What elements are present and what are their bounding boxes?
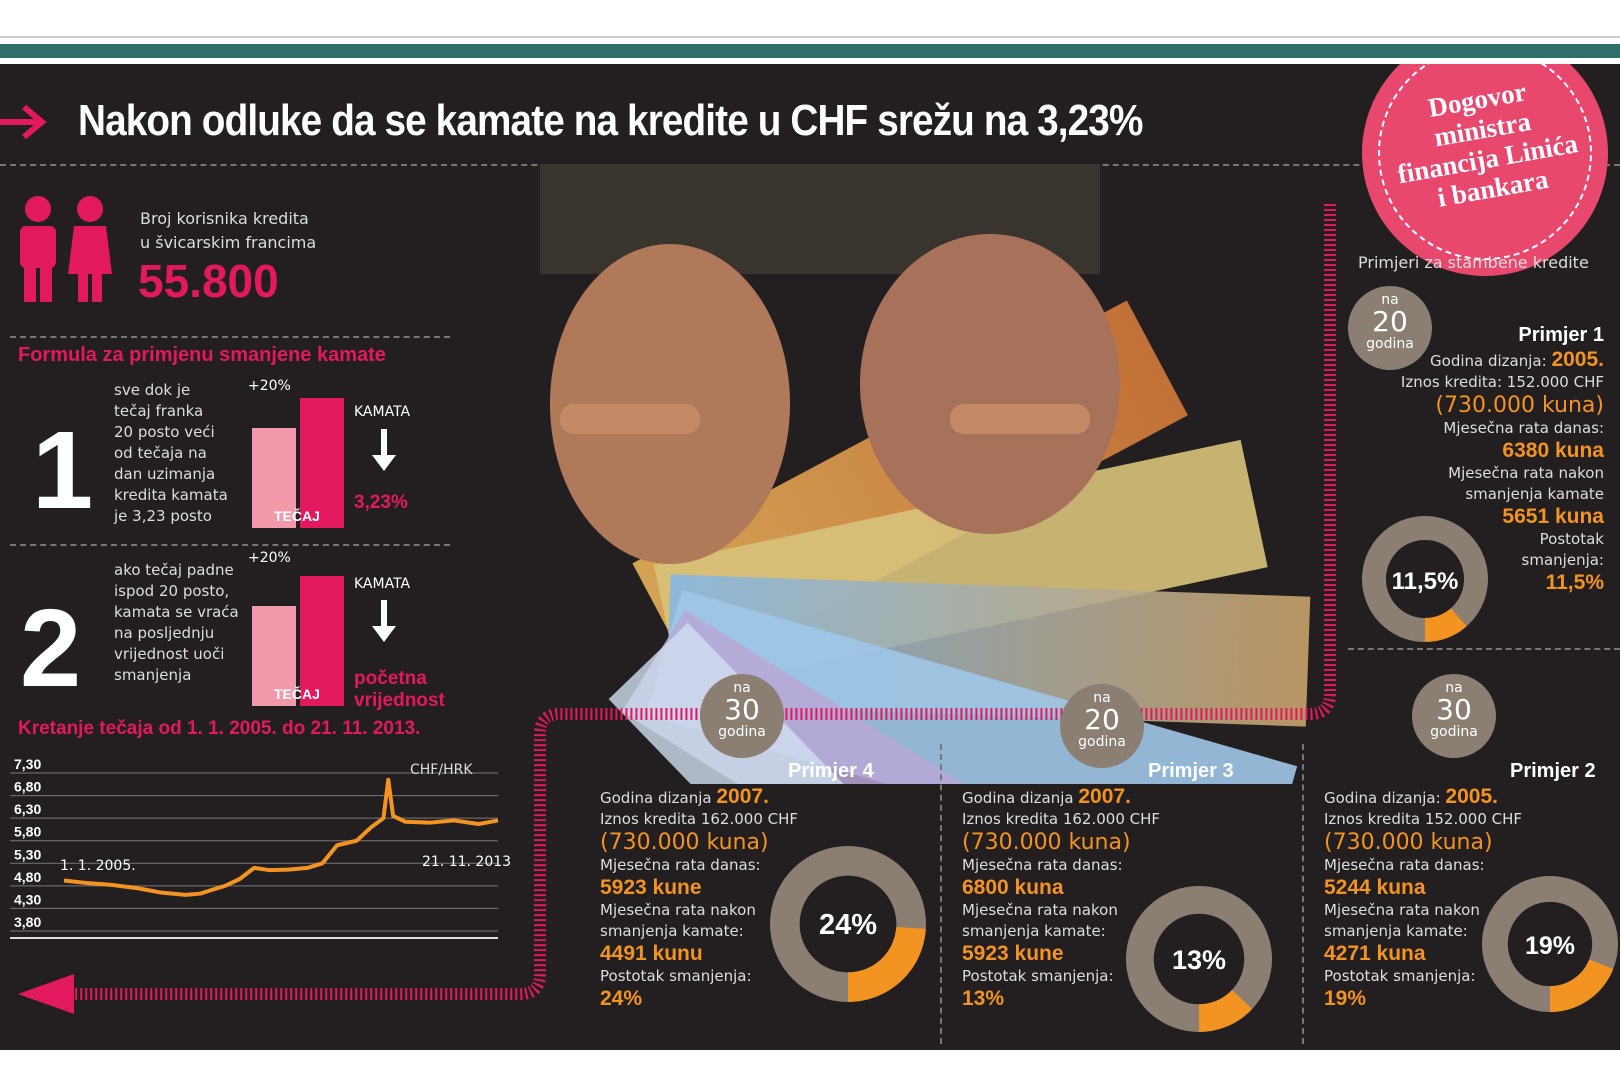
- years-badge-p4: na 30 godina: [700, 674, 784, 758]
- rule-1-result: 3,23%: [354, 492, 408, 513]
- donut-segment: [1199, 989, 1253, 1032]
- left-arrow-icon: [18, 974, 74, 1014]
- users-label-2: u švicarskim francima: [140, 233, 317, 252]
- rule-2-bar-base: [252, 606, 296, 706]
- column-divider: [940, 744, 942, 1044]
- donut-p1: 11,5%: [1362, 516, 1488, 642]
- y-tick-label: 6,30: [14, 801, 41, 817]
- divider: [10, 336, 450, 338]
- stamp: Dogovor ministra financija Linića i bank…: [1362, 64, 1608, 276]
- donut-p2: 19%: [1481, 875, 1619, 1013]
- divider: [10, 544, 450, 546]
- rule-number-2: 2: [20, 587, 82, 710]
- y-tick-label: 4,80: [14, 869, 41, 885]
- users-label-1: Broj korisnika kredita: [140, 209, 309, 228]
- down-arrow-icon: [372, 600, 396, 642]
- donut-label: 24%: [819, 909, 877, 941]
- example-2-title: Primjer 2: [1510, 760, 1596, 782]
- donut-segment: [1550, 959, 1614, 1012]
- end-date-label: 21. 11. 2013.: [422, 854, 510, 870]
- series-label: CHF/HRK: [410, 762, 473, 778]
- rule-2-bar-label: TEČAJ: [274, 686, 320, 702]
- example-3: Godina dizanja 2007. Iznos kredita 162.0…: [962, 785, 1161, 1010]
- infographic-panel: Nakon odluke da se kamate na kredite u C…: [0, 64, 1620, 1050]
- example-1-title: Primjer 1: [1518, 324, 1604, 346]
- rule-2-result: početna vrijednost: [354, 668, 445, 711]
- rule-1-bar-plus: [300, 398, 344, 528]
- donut-p3: 13%: [1125, 885, 1273, 1033]
- donut-p4: 24%: [769, 845, 927, 1003]
- examples-title: Primjeri za stambene kredite: [1358, 253, 1589, 272]
- donut-segment: [1425, 608, 1467, 642]
- y-tick-label: 3,80: [14, 914, 41, 930]
- teal-band: [0, 44, 1620, 58]
- example-2: Godina dizanja: 2005. Iznos kredita 152.…: [1324, 785, 1523, 1010]
- down-arrow-icon: [372, 429, 396, 471]
- column-divider: [1302, 744, 1304, 1044]
- donut-label: 13%: [1172, 945, 1226, 975]
- years-badge-p2: na 30 godina: [1412, 674, 1496, 758]
- donut-segment: [848, 927, 926, 1002]
- page-title: Nakon odluke da se kamate na kredite u C…: [78, 96, 1143, 145]
- users-count: 55.800: [138, 255, 279, 307]
- rule-1-plus: +20%: [248, 378, 291, 394]
- years-badge-p1: na 20 godina: [1348, 286, 1432, 370]
- rule-1-kamata: KAMATA: [354, 404, 411, 420]
- rule-1-bar-base: [252, 428, 296, 528]
- rule-1-bar-label: TEČAJ: [274, 508, 320, 524]
- formula-heading: Formula za primjenu smanjene kamate: [18, 344, 386, 366]
- series-line: [63, 777, 499, 897]
- arrow-right-icon: [0, 104, 47, 140]
- start-date-label: 1. 1. 2005.: [60, 858, 136, 874]
- y-tick-label: 6,80: [14, 779, 41, 795]
- rule-number-1: 1: [32, 409, 94, 532]
- donut-label: 19%: [1525, 932, 1575, 960]
- y-tick-label: 4,30: [14, 891, 41, 907]
- example-4-title: Primjer 4: [788, 760, 874, 782]
- divider: [1348, 648, 1620, 650]
- example-4: Godina dizanja 2007. Iznos kredita 162.0…: [600, 785, 799, 1010]
- rule-2-kamata: KAMATA: [354, 576, 411, 592]
- route-line: [18, 204, 1336, 1014]
- rule-2-bar-plus: [300, 576, 344, 706]
- exchange-rate-chart: 7,30 6,80 6,30 5,80 5,30 4,80 4,30 3,80 CHF/HRK 1…: [10, 756, 510, 939]
- top-rule: [0, 36, 1620, 38]
- example-1: Primjer 1 Godina dizanja: 2005. Iznos kr…: [1304, 324, 1604, 595]
- people-icon: [20, 196, 112, 302]
- rule-2-text: ako tečaj padne ispod 20 posto, kamata se …: [114, 561, 239, 684]
- rule-1-text: sve dok je tečaj franka 20 posto veći od te…: [114, 381, 228, 525]
- example-3-title: Primjer 3: [1148, 760, 1234, 782]
- y-tick-label: 5,80: [14, 824, 41, 840]
- y-tick-label: 7,30: [14, 756, 41, 772]
- chart-title: Kretanje tečaja od 1. 1. 2005. do 21. 11…: [18, 718, 421, 739]
- years-badge-p3: na 20 godina: [1060, 684, 1144, 768]
- y-tick-label: 5,30: [14, 846, 41, 862]
- donut-label: 11,5%: [1392, 568, 1459, 595]
- rule-2-plus: +20%: [248, 550, 291, 566]
